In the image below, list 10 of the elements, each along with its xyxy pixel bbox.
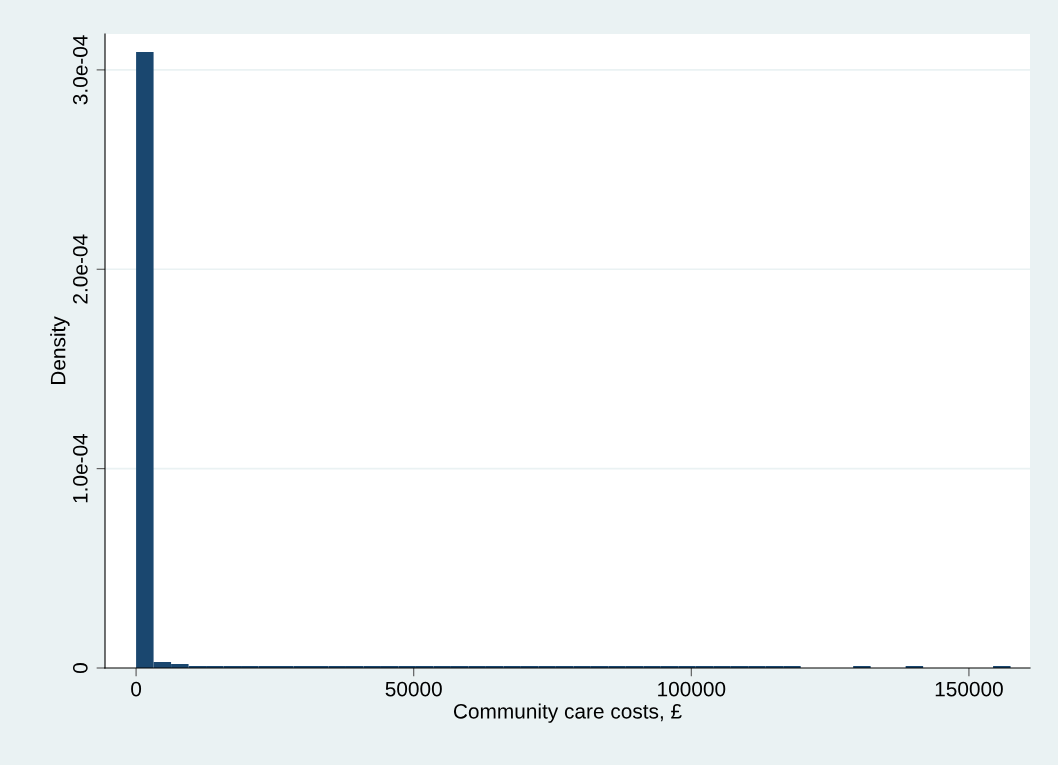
x-tick-label: 50000 bbox=[385, 681, 442, 697]
y-tick-label: 1.0e-04 bbox=[72, 433, 88, 503]
y-tick-label: 2.0e-04 bbox=[72, 234, 88, 304]
y-tick-label: 0 bbox=[72, 663, 88, 673]
x-axis-title: Community care costs, £ bbox=[453, 703, 682, 723]
x-tick-label: 0 bbox=[131, 681, 142, 697]
y-tick-label: 3.0e-04 bbox=[72, 35, 88, 105]
x-tick-label: 150000 bbox=[935, 681, 1003, 697]
y-axis-title: Density bbox=[50, 316, 70, 385]
x-tick-label: 100000 bbox=[658, 681, 726, 697]
